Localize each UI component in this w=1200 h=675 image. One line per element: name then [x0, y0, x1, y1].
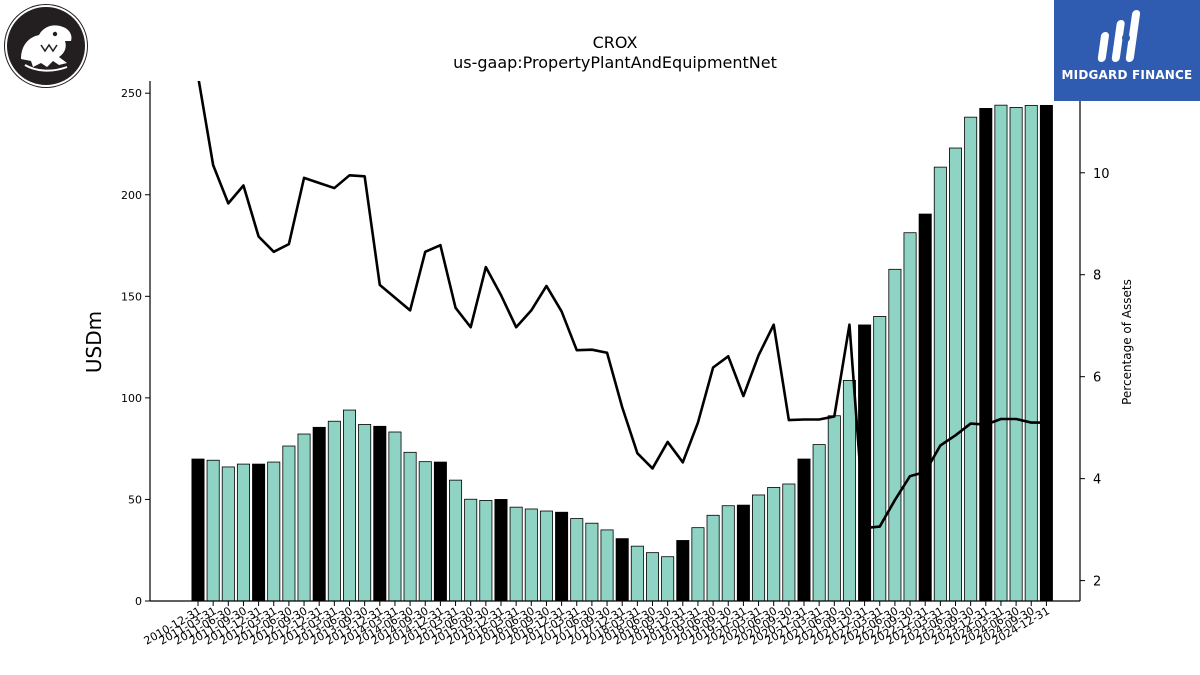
bar [342, 409, 356, 602]
bar [615, 538, 629, 602]
bar [964, 116, 978, 602]
bar [994, 104, 1008, 602]
bar [388, 431, 402, 602]
series-line [197, 81, 1047, 530]
bar [949, 147, 963, 602]
bar [282, 445, 296, 602]
bar [721, 505, 735, 602]
y-axis-label: USDm [82, 311, 106, 373]
y-tick-label: 0 [135, 595, 142, 608]
bar [373, 425, 387, 602]
bar [433, 461, 447, 602]
bar [327, 420, 341, 602]
bar [706, 514, 720, 602]
bar [646, 552, 660, 602]
bar [494, 499, 508, 602]
axes-layer: 0501001502002502468102010-12-312011-03-3… [121, 81, 1110, 648]
brand-name: MIDGARD FINANCE [1061, 68, 1193, 82]
y-tick-label: 100 [121, 392, 142, 405]
bar [827, 415, 841, 602]
bar [630, 545, 644, 602]
bar [767, 487, 781, 602]
y-tick-label-right: 4 [1093, 473, 1101, 488]
bar [873, 316, 887, 602]
bar [267, 461, 281, 602]
bar [479, 500, 493, 602]
bars-layer [191, 104, 1053, 602]
bar [312, 426, 326, 602]
bar [812, 444, 826, 602]
y-tick-label-right: 8 [1093, 269, 1101, 284]
bar [252, 463, 266, 602]
bar [691, 527, 705, 602]
bar [570, 518, 584, 602]
bar [797, 458, 811, 602]
bar [736, 504, 750, 602]
bar [206, 459, 220, 602]
bar [221, 466, 235, 602]
bar [676, 540, 690, 602]
bar [1009, 107, 1023, 602]
bar [918, 213, 932, 602]
bar [403, 451, 417, 602]
y-tick-label: 150 [121, 290, 142, 303]
crocodile-logo-icon [5, 5, 87, 87]
chart-subtitle: us-gaap:PropertyPlantAndEquipmentNet [453, 53, 777, 72]
bar [842, 380, 856, 602]
chart-title: CROX [593, 33, 638, 52]
bar [539, 510, 553, 602]
bar [297, 433, 311, 602]
bar [555, 511, 569, 602]
bar [782, 483, 796, 602]
bar [1024, 104, 1038, 602]
y-tick-label-right: 6 [1093, 371, 1101, 386]
line-layer [197, 81, 1047, 530]
y-tick-label: 200 [121, 189, 142, 202]
bar [661, 556, 675, 602]
bar [464, 498, 478, 602]
bar [418, 461, 432, 602]
bar [191, 458, 205, 602]
bar [600, 529, 614, 602]
bar [903, 232, 917, 602]
y-tick-label: 250 [121, 87, 142, 100]
bar [509, 506, 523, 602]
bar [524, 508, 538, 602]
bar [1039, 104, 1053, 602]
y-tick-label: 50 [128, 493, 142, 506]
midgard-logo-icon [1097, 10, 1141, 62]
bar [449, 479, 463, 602]
bar [236, 463, 250, 602]
bar [979, 108, 993, 602]
bar [933, 166, 947, 602]
bar [358, 424, 372, 602]
bar [752, 494, 766, 602]
y-tick-label-right: 10 [1093, 167, 1110, 182]
y-tick-label-right: 2 [1093, 575, 1101, 590]
y-axis-label-right: Percentage of Assets [1120, 279, 1134, 405]
bar [888, 268, 902, 602]
bar [585, 522, 599, 602]
brand-logo: MIDGARD FINANCE [1054, 0, 1200, 101]
